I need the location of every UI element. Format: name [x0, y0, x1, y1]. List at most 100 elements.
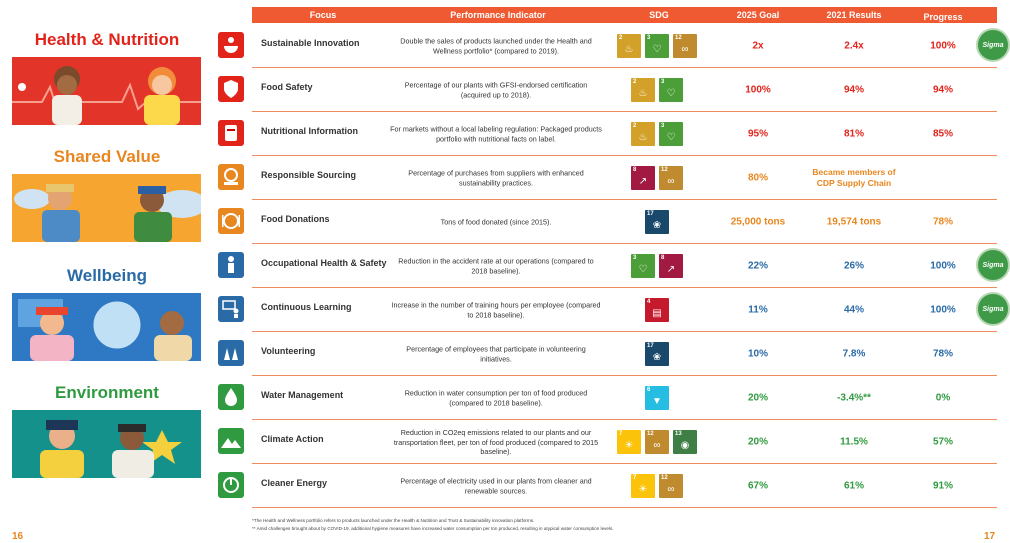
sdg-icons: 7 ☀ 12 ∞	[613, 474, 701, 498]
sdg-number: 6	[647, 387, 650, 393]
progress-value: 100%	[899, 41, 987, 52]
table-row: Food Donations Tons of food donated (sinc…	[215, 200, 997, 244]
sdg-7-icon: 7 ☀	[617, 430, 641, 454]
sdg-icons: 2 ♨ 3 ♡	[613, 78, 701, 102]
focus-label: Food Safety	[261, 82, 313, 92]
mountain-icon	[218, 428, 244, 454]
sdg-icons: 8 ↗ 12 ∞	[613, 166, 701, 190]
sdg-icons: 2 ♨ 3 ♡ 12 ∞	[613, 34, 701, 58]
progress-value: 57%	[899, 437, 987, 448]
header-results: 2021 Results	[811, 10, 897, 20]
result-value: 2.4x	[811, 41, 897, 52]
wellbeing-illustration	[12, 293, 201, 361]
focus-label: Occupational Health & Safety	[261, 258, 387, 268]
goal-value: 67%	[715, 481, 801, 492]
result-value: 44%	[811, 305, 897, 316]
energy-icon	[218, 472, 244, 498]
sigma-badge-icon: Sigma	[976, 28, 1010, 62]
shield-check-icon	[218, 76, 244, 102]
focus-label: Cleaner Energy	[261, 478, 327, 488]
performance-indicator: Reduction in the accident rate at our op…	[390, 257, 602, 276]
sdg-number: 12	[647, 431, 654, 437]
sdg-icons: 17 ❀	[613, 342, 701, 366]
goal-value: 2x	[715, 41, 801, 52]
table-row: Volunteering Percentage of employees that…	[215, 332, 997, 376]
sdg-12-icon: 12 ∞	[659, 474, 683, 498]
sdg-icons: 2 ♨ 3 ♡	[613, 122, 701, 146]
page-number-right: 17	[984, 531, 995, 542]
sdg-12-icon: 12 ∞	[645, 430, 669, 454]
sdg-17-icon: 17 ❀	[645, 342, 669, 366]
goal-value: 95%	[715, 129, 801, 140]
header-progress: Progress	[899, 12, 987, 22]
sdg-8-icon: 8 ↗	[631, 166, 655, 190]
progress-value: 78%	[899, 349, 987, 360]
result-value: 81%	[811, 129, 897, 140]
result-value: 61%	[811, 481, 897, 492]
header-goal: 2025 Goal	[715, 10, 801, 20]
hands-icon	[218, 340, 244, 366]
worker-icon	[218, 252, 244, 278]
result-value: 7.8%	[811, 349, 897, 360]
section-title-health: Health & Nutrition	[12, 30, 202, 50]
goal-value: 10%	[715, 349, 801, 360]
bowl-icon	[218, 32, 244, 58]
progress-value: 91%	[899, 481, 987, 492]
result-value: 26%	[811, 261, 897, 272]
performance-indicator: Percentage of electricity used in our pl…	[390, 477, 602, 496]
sdg-7-icon: 7 ☀	[631, 474, 655, 498]
sdg-2-icon: 2 ♨	[617, 34, 641, 58]
sdg-icons: 3 ♡ 8 ↗	[613, 254, 701, 278]
goal-value: 80%	[715, 173, 801, 184]
performance-indicator: Reduction in water consumption per ton o…	[390, 389, 602, 408]
table-row: Water Management Reduction in water consu…	[215, 376, 997, 420]
sdg-6-icon: 6 ▼	[645, 386, 669, 410]
sdg-number: 4	[647, 299, 650, 305]
progress-value: 85%	[899, 129, 987, 140]
sigma-badge-icon: Sigma	[976, 292, 1010, 326]
sdg-number: 12	[675, 35, 682, 41]
header-focus: Focus	[270, 10, 376, 20]
header-sdg: SDG	[615, 10, 703, 20]
label-icon	[218, 120, 244, 146]
performance-indicator: For markets without a local labeling reg…	[390, 125, 602, 144]
table-row: Food Safety Percentage of our plants with…	[215, 68, 997, 112]
sdg-3-icon: 3 ♡	[659, 122, 683, 146]
globe-hand-icon	[218, 164, 244, 190]
performance-indicator: Double the sales of products launched un…	[390, 37, 602, 56]
row-divider	[252, 507, 997, 508]
sdg-12-icon: 12 ∞	[659, 166, 683, 190]
focus-label: Responsible Sourcing	[261, 170, 356, 180]
progress-value: 94%	[899, 85, 987, 96]
goal-value: 20%	[715, 437, 801, 448]
progress-value: 78%	[899, 217, 987, 228]
teacher-icon	[218, 296, 244, 322]
performance-indicator: Increase in the number of training hours…	[390, 301, 602, 320]
sdg-number: 3	[647, 35, 650, 41]
table-row: Sustainable Innovation Double the sales o…	[215, 24, 997, 68]
table-row: Climate Action Reduction in CO2eq emissio…	[215, 420, 997, 464]
sdg-number: 3	[661, 79, 664, 85]
water-icon	[218, 384, 244, 410]
result-value: -3.4%**	[811, 393, 897, 404]
report-page: Health & Nutrition Shared Value Wellbein…	[0, 0, 1010, 543]
section-title-wellbeing: Wellbeing	[12, 266, 202, 286]
table-row: Cleaner Energy Percentage of electricity …	[215, 464, 997, 508]
footnotes: *The Health and Wellness portfolio refer…	[252, 517, 952, 532]
environment-illustration	[12, 410, 201, 478]
sdg-icons: 4 ▤	[613, 298, 701, 322]
sdg-number: 7	[619, 431, 622, 437]
focus-label: Water Management	[261, 390, 343, 400]
section-title-environment: Environment	[12, 383, 202, 403]
focus-label: Continuous Learning	[261, 302, 352, 312]
sdg-13-icon: 13 ◉	[673, 430, 697, 454]
table-row: Nutritional Information For markets witho…	[215, 112, 997, 156]
sdg-number: 12	[661, 475, 668, 481]
performance-indicator: Percentage of employees that participate…	[390, 345, 602, 364]
sdg-icons: 6 ▼	[613, 386, 701, 410]
sdg-12-icon: 12 ∞	[673, 34, 697, 58]
shared-value-illustration	[12, 174, 201, 242]
progress-value: 0%	[899, 393, 987, 404]
sdg-number: 17	[647, 211, 654, 217]
focus-label: Nutritional Information	[261, 126, 358, 136]
